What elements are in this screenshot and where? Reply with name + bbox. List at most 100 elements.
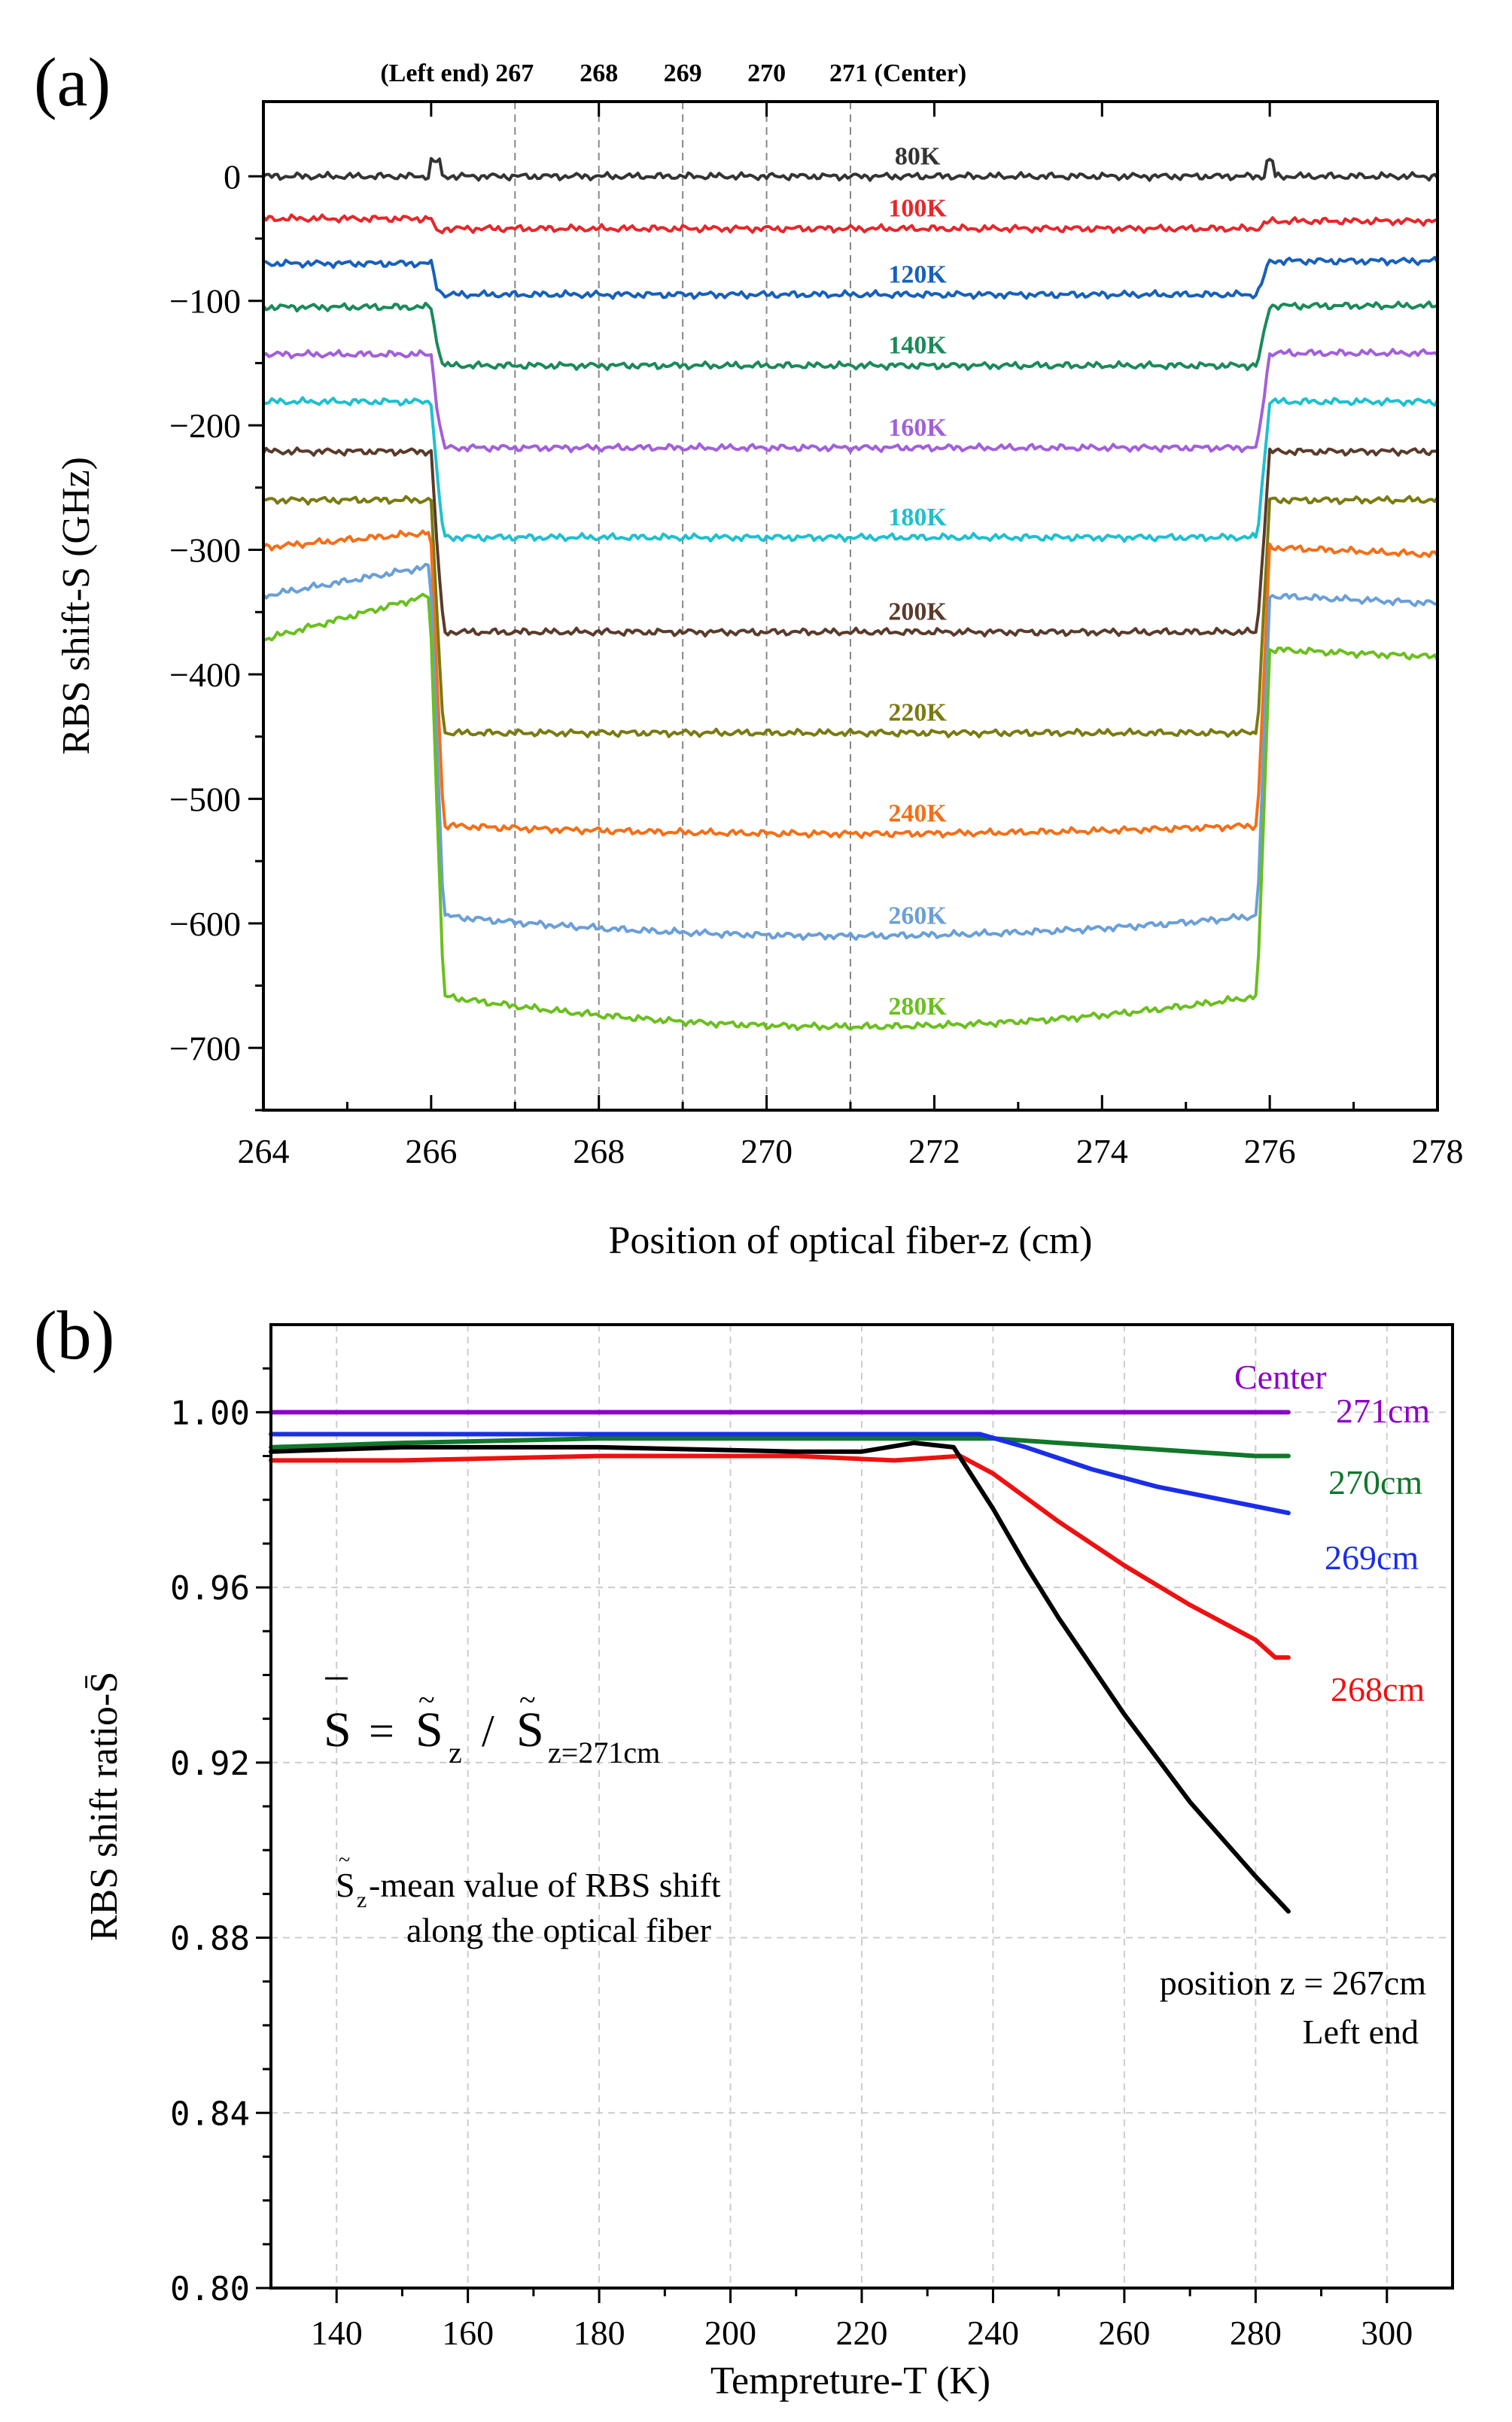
formula-eq: = (369, 1706, 394, 1756)
left-end-label: Left end (1302, 2013, 1419, 2051)
series-line (263, 494, 1439, 738)
reference-line-label: 269 (664, 59, 702, 87)
formula-sub1: z (449, 1736, 462, 1769)
panel-b-ticks: 140 160 180 200 220 240 260 280 300 1.00 0.96 0.92 0… (170, 1367, 1413, 2352)
y-tick-label: 1.00 (170, 1394, 250, 1432)
y-tick-label: −100 (169, 282, 241, 321)
definition-sub: z (357, 1888, 367, 1912)
y-tick-label: 0.92 (170, 1745, 250, 1783)
series-line (262, 300, 1438, 371)
series-label: 120K (888, 260, 947, 288)
definition-text: ~ S z -mean value of RBS shift along the… (336, 1848, 721, 1949)
x-tick-label: 260 (1098, 2314, 1150, 2352)
series-label: 160K (888, 414, 947, 442)
y-tick-label: 0 (224, 157, 241, 196)
y-tick-label: 0.96 (170, 1569, 250, 1608)
series-line (269, 1432, 1291, 1516)
series-line (262, 562, 1438, 941)
formula-slash: / (482, 1706, 494, 1756)
x-tick-label: 272 (908, 1132, 960, 1170)
panel-a-series-labels: 80K 100K 120K 140K 160K 180K 200K 220K 240K 260K 2… (888, 142, 947, 1021)
panel-b-ylabel: RBS shift ratio-S̄ (83, 1672, 126, 1941)
series-line (262, 529, 1439, 839)
panel-a-ticks: 264 266 268 270 272 274 276 278 0 −100 −200 −300 −40… (169, 102, 1464, 1170)
label-268cm: 268cm (1331, 1670, 1425, 1708)
reference-line-label: 270 (747, 59, 786, 87)
x-tick-label: 270 (741, 1132, 793, 1170)
definition-line2: along the optical fiber (406, 1911, 711, 1949)
series-label: 280K (888, 993, 947, 1021)
panel-b-series (269, 1410, 1291, 1914)
series-line (269, 1441, 1291, 1914)
x-tick-label: 276 (1244, 1132, 1296, 1170)
series-line (262, 157, 1439, 182)
label-267cm: position z = 267cm (1160, 1964, 1427, 2002)
series-line (263, 396, 1439, 543)
x-tick-label: 266 (405, 1132, 457, 1170)
x-tick-label: 240 (967, 2314, 1019, 2352)
series-line (263, 256, 1439, 300)
series-label: 220K (888, 699, 947, 727)
reference-line-label: 268 (580, 59, 618, 87)
label-270cm: 270cm (1328, 1463, 1422, 1502)
series-label: 140K (888, 332, 947, 360)
ratio-formula: S = ~ S z / ~ S z=271cm (324, 1677, 660, 1769)
y-tick-label: −300 (169, 531, 241, 570)
y-tick-label: −700 (169, 1029, 241, 1067)
reference-line-label: 271 (Center) (829, 59, 966, 87)
x-tick-label: 180 (573, 2314, 625, 2352)
formula-s1: S (415, 1702, 443, 1757)
series-line (262, 348, 1439, 454)
x-tick-label: 280 (1230, 2314, 1282, 2352)
label-271cm: 271cm (1336, 1392, 1430, 1430)
panel-a-xlabel: Position of optical fiber-z (cm) (609, 1219, 1093, 1262)
tilde-mark: ~ (339, 1848, 350, 1872)
series-line (262, 446, 1438, 637)
panel-a-plot: 80K100K120K140K160K180K200K220K240K260K2… (169, 100, 1464, 1170)
x-tick-label: 160 (442, 2314, 494, 2352)
x-tick-label: 274 (1076, 1132, 1128, 1170)
y-tick-label: 0.84 (170, 2095, 250, 2133)
y-tick-label: 0.88 (170, 1920, 250, 1958)
series-label: 240K (888, 800, 947, 828)
series-label: 180K (888, 504, 947, 531)
series-label: 200K (888, 598, 947, 626)
label-269cm: 269cm (1325, 1538, 1419, 1577)
y-tick-label: 0.80 (170, 2270, 250, 2308)
y-tick-label: −500 (169, 780, 241, 818)
x-tick-label: 200 (704, 2314, 756, 2352)
panel-a-series (262, 157, 1439, 1031)
x-tick-label: 300 (1361, 2314, 1413, 2352)
tilde-mark: ~ (519, 1683, 536, 1717)
y-tick-label: −400 (169, 656, 241, 694)
panel-b-label: (b) (34, 1297, 114, 1374)
x-tick-label: 140 (311, 2314, 363, 2352)
x-tick-label: 268 (573, 1132, 625, 1170)
definition-rest: -mean value of RBS shift (369, 1866, 721, 1904)
series-line (263, 592, 1439, 1031)
formula-lhs: S (324, 1702, 351, 1757)
center-label: Center (1234, 1358, 1327, 1396)
x-tick-label: 264 (238, 1132, 290, 1170)
series-label: 80K (895, 142, 941, 170)
reference-line-label: (Left end) 267 (380, 59, 534, 87)
tilde-mark: ~ (418, 1683, 435, 1717)
x-tick-label: 220 (836, 2314, 888, 2352)
x-tick-label: 278 (1412, 1132, 1464, 1170)
panel-a-label: (a) (34, 44, 111, 120)
panel-b-grid (271, 1325, 1453, 2288)
panel-a-reference-lines (514, 102, 851, 1110)
definition-s: S (336, 1866, 355, 1904)
panel-a-reference-labels: (Left end) 267 268 269 270 271 (Center) (380, 59, 966, 87)
panel-b-plot: 140 160 180 200 220 240 260 280 300 1.00 0.96 0.92 0… (170, 1323, 1454, 2352)
series-label: 260K (888, 902, 947, 930)
panel-b-xlabel: Tempreture-T (K) (710, 2360, 990, 2402)
series-label: 100K (888, 195, 947, 223)
y-tick-label: −600 (169, 905, 241, 943)
formula-s2: S (516, 1702, 544, 1757)
y-tick-label: −200 (169, 406, 241, 445)
formula-sub2: z=271cm (548, 1736, 660, 1769)
panel-a-ylabel: RBS shift-S (GHz) (55, 457, 98, 755)
series-line (269, 1453, 1291, 1660)
